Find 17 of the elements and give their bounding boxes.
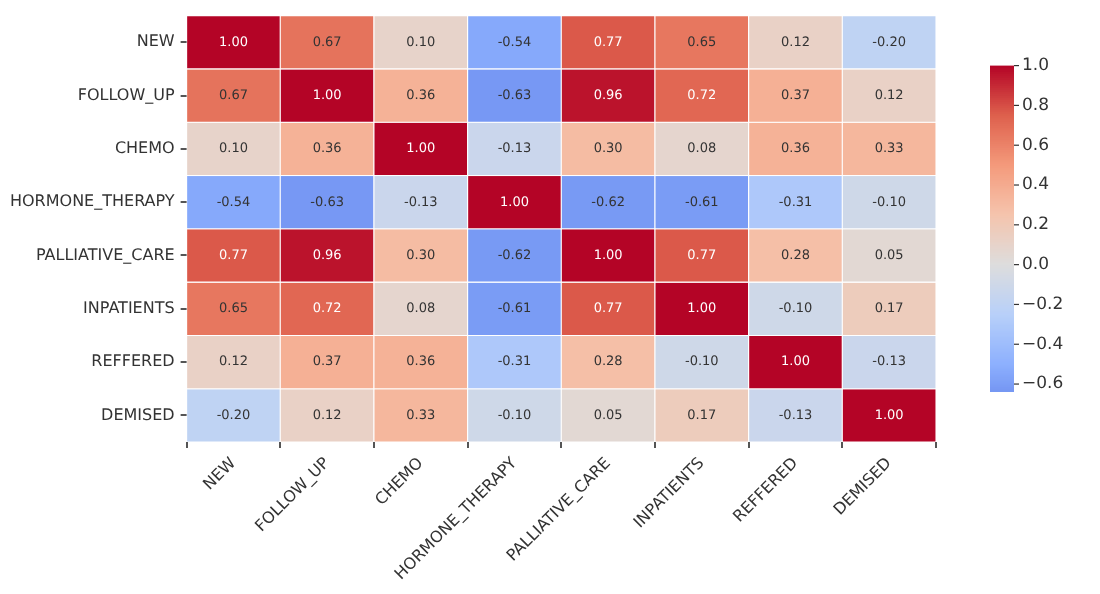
color-bar-label: −0.6 — [1022, 374, 1064, 395]
y-tick-label: NEW — [136, 32, 175, 51]
color-bar-label: 0.8 — [1022, 95, 1050, 116]
y-tick-label: PALLIATIVE_CARE — [35, 245, 175, 264]
color-bar-label: 1.0 — [1022, 56, 1050, 77]
color-bar-label: 0.4 — [1022, 175, 1050, 196]
color-bar-label: 0.2 — [1022, 215, 1050, 236]
y-tick-label: DEMISED — [101, 405, 175, 424]
y-tick-label: REFFERED — [91, 352, 175, 371]
y-tick-label: INPATIENTS — [83, 298, 175, 317]
y-tick-label: CHEMO — [114, 139, 175, 158]
color-bar-label: −0.4 — [1022, 334, 1064, 355]
color-bar-label: 0.6 — [1022, 135, 1050, 156]
color-bar-label: −0.2 — [1022, 294, 1064, 315]
y-tick-label: FOLLOW_UP — [77, 85, 175, 104]
y-tick-label: HORMONE_THERAPY — [9, 192, 175, 211]
color-bar-label: 0.0 — [1022, 255, 1050, 276]
